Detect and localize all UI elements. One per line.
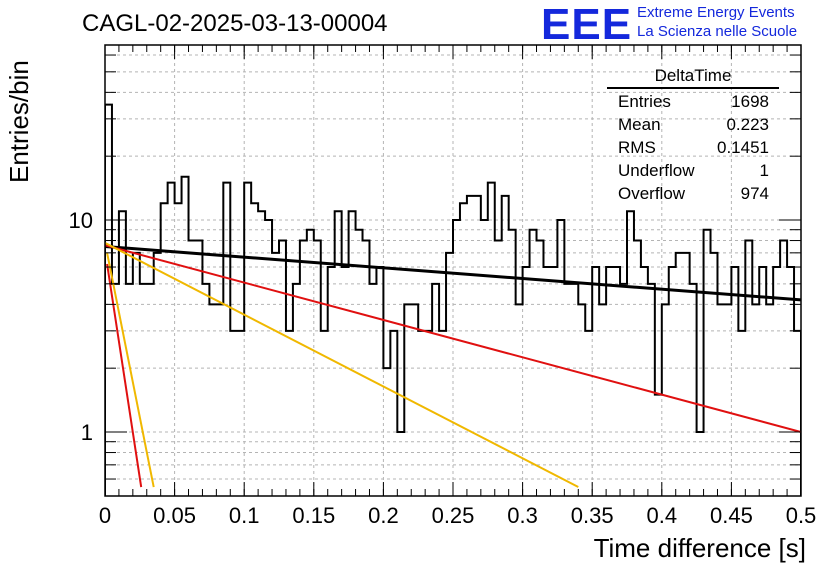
x-tick-label: 0.1 [229,503,260,528]
stats-value: 1 [759,161,769,180]
stats-value: 974 [740,184,769,203]
fit-line [105,244,801,302]
x-tick-label: 0.2 [368,503,399,528]
stats-row-overflow: Overflow 974 [607,182,779,205]
stats-row-rms: RMS 0.1451 [607,136,779,159]
fit-lines [105,241,801,488]
stats-title: DeltaTime [607,66,779,89]
stats-label: Entries [618,92,671,111]
fit-line [106,263,143,488]
chart-title: CAGL-02-2025-03-13-00004 [82,10,388,37]
logo-line-2: La Scienza nelle Scuole [637,23,798,40]
axis-ticks [104,45,802,496]
stats-value: 1698 [731,92,769,111]
stats-label: Underflow [618,161,695,180]
stats-row-mean: Mean 0.223 [607,113,779,136]
x-axis-label: Time difference [s] [593,533,806,563]
x-tick-label: 0 [99,503,111,528]
x-tick-label: 0.4 [647,503,678,528]
x-tick-label: 0.35 [571,503,614,528]
stats-value: 0.1451 [717,138,769,157]
stats-label: Mean [618,115,661,134]
stats-label: Overflow [618,184,686,203]
x-tick-label: 0.5 [786,503,817,528]
tick-labels: 0 0.05 0.1 0.15 0.2 0.25 0.3 0.35 0.4 0.45 0.5 1 10 [69,208,817,528]
fit-line [105,241,579,488]
x-tick-label: 0.3 [507,503,538,528]
logo-line-1: Extreme Energy Events [637,4,795,21]
x-tick-label: 0.45 [710,503,753,528]
x-tick-label: 0.15 [292,503,335,528]
fit-line [106,252,155,488]
y-tick-label: 1 [81,420,93,445]
stats-value: 0.223 [726,115,769,134]
histogram [105,103,801,496]
x-tick-label: 0.25 [432,503,475,528]
y-tick-label: 10 [69,208,93,233]
logo-text: EEE [541,0,633,49]
stats-row-underflow: Underflow 1 [607,159,779,182]
x-tick-label: 0.05 [153,503,196,528]
stats-label: RMS [618,138,656,157]
fit-line [105,244,801,433]
stats-row-entries: Entries 1698 [607,90,779,113]
y-axis-label: Entries/bin [4,60,34,183]
histogram-outline [105,103,801,496]
stats-box: DeltaTime Entries 1698 Mean 0.223 RMS 0.… [607,66,779,205]
